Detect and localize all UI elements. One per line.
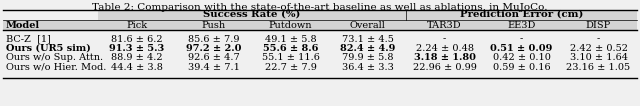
Text: 55.6 ± 8.6: 55.6 ± 8.6 [263, 44, 318, 53]
FancyBboxPatch shape [98, 10, 406, 20]
Text: -: - [520, 34, 523, 43]
Text: 49.1 ± 5.8: 49.1 ± 5.8 [265, 34, 316, 43]
Text: 0.59 ± 0.16: 0.59 ± 0.16 [493, 63, 550, 72]
FancyBboxPatch shape [3, 20, 637, 30]
Text: Ours w/o Hier. Mod.: Ours w/o Hier. Mod. [6, 63, 106, 72]
Text: 3.18 ± 1.80: 3.18 ± 1.80 [413, 54, 476, 63]
Text: 79.9 ± 5.8: 79.9 ± 5.8 [342, 54, 393, 63]
Text: 22.7 ± 7.9: 22.7 ± 7.9 [264, 63, 316, 72]
Text: 0.51 ± 0.09: 0.51 ± 0.09 [490, 44, 553, 53]
Text: 2.24 ± 0.48: 2.24 ± 0.48 [415, 44, 474, 53]
Text: -: - [443, 34, 446, 43]
Text: 73.1 ± 4.5: 73.1 ± 4.5 [342, 34, 394, 43]
Text: 91.3 ± 5.3: 91.3 ± 5.3 [109, 44, 164, 53]
Text: 82.4 ± 4.9: 82.4 ± 4.9 [340, 44, 395, 53]
Text: 39.4 ± 7.1: 39.4 ± 7.1 [188, 63, 239, 72]
Text: 55.1 ± 11.6: 55.1 ± 11.6 [262, 54, 319, 63]
FancyBboxPatch shape [406, 10, 637, 20]
Text: Pick: Pick [126, 20, 147, 29]
Text: 85.6 ± 7.9: 85.6 ± 7.9 [188, 34, 239, 43]
Text: 22.96 ± 0.99: 22.96 ± 0.99 [413, 63, 476, 72]
Text: BC-Z  [1]: BC-Z [1] [6, 34, 51, 43]
Text: 2.42 ± 0.52: 2.42 ± 0.52 [570, 44, 627, 53]
Text: 23.16 ± 1.05: 23.16 ± 1.05 [566, 63, 630, 72]
Text: Ours w/o Sup. Attn.: Ours w/o Sup. Attn. [6, 54, 103, 63]
Text: 36.4 ± 3.3: 36.4 ± 3.3 [342, 63, 394, 72]
Text: -: - [597, 34, 600, 43]
Text: Putdown: Putdown [269, 20, 312, 29]
Text: Success Rate (%): Success Rate (%) [204, 10, 301, 19]
Text: 97.2 ± 2.0: 97.2 ± 2.0 [186, 44, 241, 53]
Text: TAR3D: TAR3D [427, 20, 462, 29]
Text: Overall: Overall [349, 20, 385, 29]
Text: Prediction Error (cm): Prediction Error (cm) [460, 10, 583, 19]
Text: DISP: DISP [586, 20, 611, 29]
Text: Table 2: Comparison with the state-of-the-art baseline as well as ablations, in : Table 2: Comparison with the state-of-th… [92, 3, 548, 11]
Text: Model: Model [6, 20, 40, 29]
Text: 88.9 ± 4.2: 88.9 ± 4.2 [111, 54, 163, 63]
Text: Push: Push [202, 20, 225, 29]
Text: EE3D: EE3D [508, 20, 536, 29]
Text: 92.6 ± 4.7: 92.6 ± 4.7 [188, 54, 239, 63]
Text: 0.42 ± 0.10: 0.42 ± 0.10 [493, 54, 550, 63]
Text: Ours (UR5 sim): Ours (UR5 sim) [6, 44, 91, 53]
Text: 81.6 ± 6.2: 81.6 ± 6.2 [111, 34, 163, 43]
Text: 44.4 ± 3.8: 44.4 ± 3.8 [111, 63, 163, 72]
Text: 3.10 ± 1.64: 3.10 ± 1.64 [570, 54, 627, 63]
